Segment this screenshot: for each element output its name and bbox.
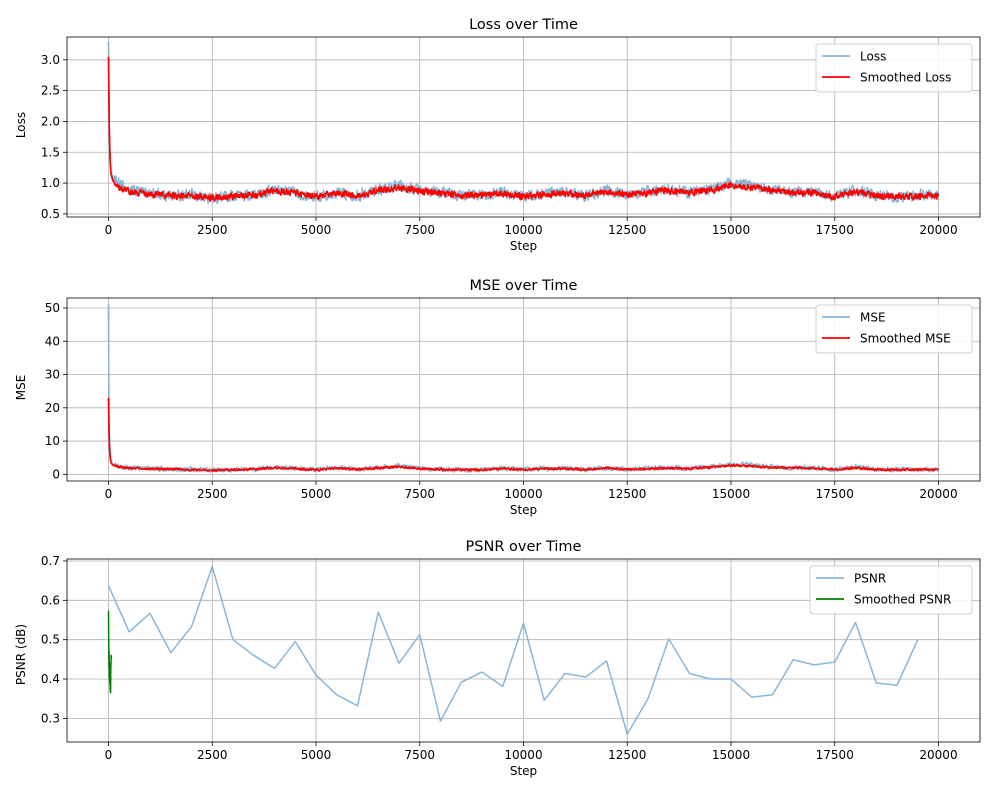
x-tick-label: 7500 (404, 748, 435, 762)
x-axis-label: Step (510, 764, 537, 778)
y-tick-label: 40 (45, 334, 60, 348)
x-tick-label: 10000 (504, 487, 542, 501)
y-tick-label: 0.6 (41, 593, 60, 607)
y-tick-label: 50 (45, 301, 60, 315)
x-tick-label: 12500 (608, 223, 646, 237)
legend: MSE Smoothed MSE (815, 304, 973, 354)
series-line-smoothed-psnr (107, 610, 113, 694)
x-axis-label: Step (510, 503, 537, 517)
y-tick-label: 0.4 (41, 672, 60, 686)
x-tick-label: 20000 (919, 748, 957, 762)
series-line-smoothed-loss (107, 57, 940, 203)
x-tick-label: 15000 (712, 223, 750, 237)
legend-box (815, 304, 973, 354)
y-tick-label: 1.5 (41, 145, 60, 159)
y-axis-label: PSNR (dB) (14, 624, 28, 685)
legend-label: Smoothed PSNR (854, 593, 951, 607)
y-tick-label: 20 (45, 401, 60, 415)
legend-label: MSE (860, 311, 886, 325)
chart-panel-3: 0 2500 5000 7500 10000 12500 15000 17500 20000 0.… (14, 539, 981, 778)
x-tick-label: 15000 (712, 748, 750, 762)
y-tick-label: 0.3 (41, 711, 60, 725)
x-tick-label: 7500 (404, 223, 435, 237)
y-axis-label: Loss (14, 112, 28, 138)
y-tick-label: 0.7 (41, 554, 60, 568)
legend: Loss Smoothed Loss (815, 43, 973, 93)
y-tick-label: 0 (52, 467, 60, 481)
y-tick-label: 0.5 (41, 207, 60, 221)
chart-title: MSE over Time (470, 278, 578, 294)
series-line-psnr (107, 565, 919, 735)
x-tick-label: 12500 (608, 748, 646, 762)
x-tick-label: 2500 (197, 748, 228, 762)
x-tick-label: 10000 (504, 748, 542, 762)
x-tick-label: 17500 (816, 223, 854, 237)
x-tick-label: 0 (105, 487, 113, 501)
y-tick-label: 2.0 (41, 114, 60, 128)
x-tick-label: 12500 (608, 487, 646, 501)
y-axis-label: MSE (14, 375, 28, 401)
x-axis-label: Step (510, 239, 537, 253)
legend-label: Loss (860, 50, 886, 64)
series-line-smoothed-mse (107, 397, 939, 473)
x-tick-label: 10000 (504, 223, 542, 237)
y-tick-label: 2.5 (41, 84, 60, 98)
legend-box (815, 43, 973, 93)
x-tick-label: 7500 (404, 487, 435, 501)
series-line-loss (107, 42, 940, 205)
y-tick-label: 3.0 (41, 53, 60, 67)
x-tick-label: 5000 (301, 487, 332, 501)
x-tick-label: 5000 (301, 748, 332, 762)
x-tick-label: 0 (105, 748, 113, 762)
y-tick-label: 0.5 (41, 633, 60, 647)
chart-panel-2: 0 2500 5000 7500 10000 12500 15000 17500 20000 0 1… (14, 278, 981, 517)
x-tick-label: 2500 (197, 223, 228, 237)
chart-panel-1: 0 2500 5000 7500 10000 12500 15000 17500 20000 0.… (14, 17, 981, 253)
x-tick-label: 17500 (816, 748, 854, 762)
x-tick-label: 0 (105, 223, 113, 237)
x-tick-label: 20000 (919, 487, 957, 501)
y-tick-label: 10 (45, 434, 60, 448)
x-tick-label: 17500 (816, 487, 854, 501)
chart-title: Loss over Time (469, 17, 578, 33)
legend-label: Smoothed Loss (860, 71, 951, 85)
x-tick-label: 20000 (919, 223, 957, 237)
x-tick-label: 2500 (197, 487, 228, 501)
legend-label: Smoothed MSE (860, 332, 951, 346)
y-tick-label: 30 (45, 368, 60, 382)
y-tick-label: 1.0 (41, 176, 60, 190)
x-tick-label: 5000 (301, 223, 332, 237)
legend-box (809, 565, 973, 615)
x-tick-label: 15000 (712, 487, 750, 501)
legend-label: PSNR (854, 572, 886, 586)
chart-title: PSNR over Time (466, 539, 582, 555)
legend: PSNR Smoothed PSNR (809, 565, 973, 615)
